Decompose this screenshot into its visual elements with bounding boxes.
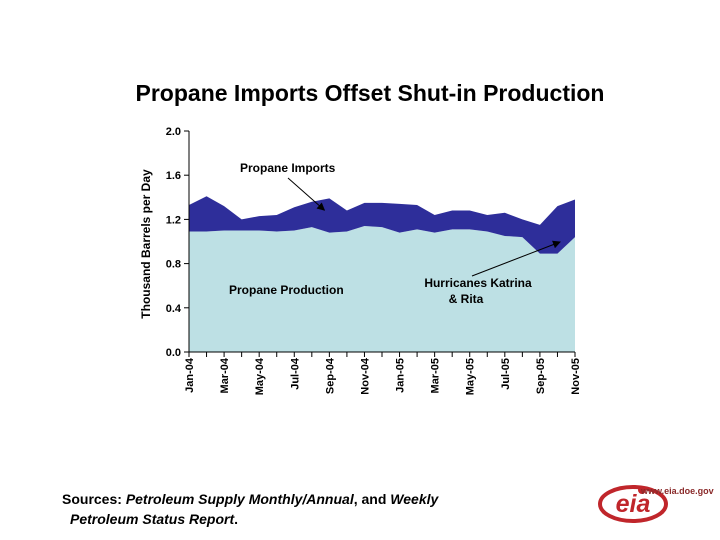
annotation-hurricanes-line1: Hurricanes Katrina: [424, 276, 532, 290]
y-axis-ticks: 2.0 1.6 1.2 0.8 0.4 0.0: [166, 126, 189, 359]
source-pub-1: Petroleum Supply Monthly/Annual: [125, 491, 354, 507]
x-tick-label: Nov-04: [359, 357, 371, 395]
y-axis-label: Thousand Barrels per Day: [139, 169, 153, 319]
eia-logo-mark: eia: [616, 490, 651, 518]
y-tick-label: 2.0: [166, 126, 181, 138]
sources-end: .: [234, 511, 239, 527]
annotation-arrow-imports: [287, 177, 326, 211]
x-tick-label: May-04: [254, 357, 266, 395]
x-tick-label: Sep-05: [535, 358, 547, 394]
x-tick-label: Jul-04: [289, 357, 301, 390]
x-axis-ticks: Jan-04 Mar-04 May-04 Jul-04 Sep-04 Nov-04 Jan-…: [184, 352, 582, 395]
annotation-propane-imports: Propane Imports: [240, 161, 336, 175]
eia-logo: eia: [598, 485, 668, 523]
eia-url: www.eia.doe.gov: [641, 486, 714, 496]
x-tick-label: Jan-04: [184, 357, 196, 393]
chart-areas: [189, 196, 575, 352]
x-tick-label: Jul-05: [500, 358, 512, 390]
annotation-hurricanes-line2: & Rita: [449, 292, 484, 306]
area-propane-imports: [189, 196, 575, 254]
x-tick-label: Jan-05: [395, 358, 407, 393]
annotation-arrow-hurricanes: [471, 240, 561, 277]
y-tick-label: 0.4: [166, 303, 182, 315]
annotation-propane-production: Propane Production: [229, 283, 344, 297]
sources-line-1: Sources: Petroleum Supply Monthly/Annual…: [62, 489, 542, 509]
y-tick-label: 0.8: [166, 259, 181, 271]
chart-title: Propane Imports Offset Shut-in Productio…: [135, 80, 605, 106]
source-pub-2-line-1: Weekly: [390, 491, 439, 507]
x-tick-label: Mar-05: [430, 358, 442, 393]
x-tick-label: Nov-05: [570, 358, 582, 395]
source-pub-2-line-2: Petroleum Status Report: [70, 511, 235, 527]
x-tick-label: Mar-04: [219, 357, 231, 393]
y-tick-label: 1.2: [166, 214, 181, 226]
x-tick-label: May-05: [465, 358, 477, 395]
sources-note: Sources: Petroleum Supply Monthly/Annual…: [62, 489, 542, 529]
area-propane-production: [189, 226, 575, 352]
x-tick-label: Sep-04: [324, 357, 336, 394]
sources-mid: , and: [353, 491, 391, 507]
sources-line-2: Petroleum Status Report.: [62, 509, 542, 529]
chart-annotations: Propane Imports Propane Production Hurri…: [229, 161, 561, 306]
sources-prefix: Sources:: [62, 491, 126, 507]
y-tick-label: 0.0: [166, 347, 181, 359]
y-tick-label: 1.6: [166, 170, 181, 182]
